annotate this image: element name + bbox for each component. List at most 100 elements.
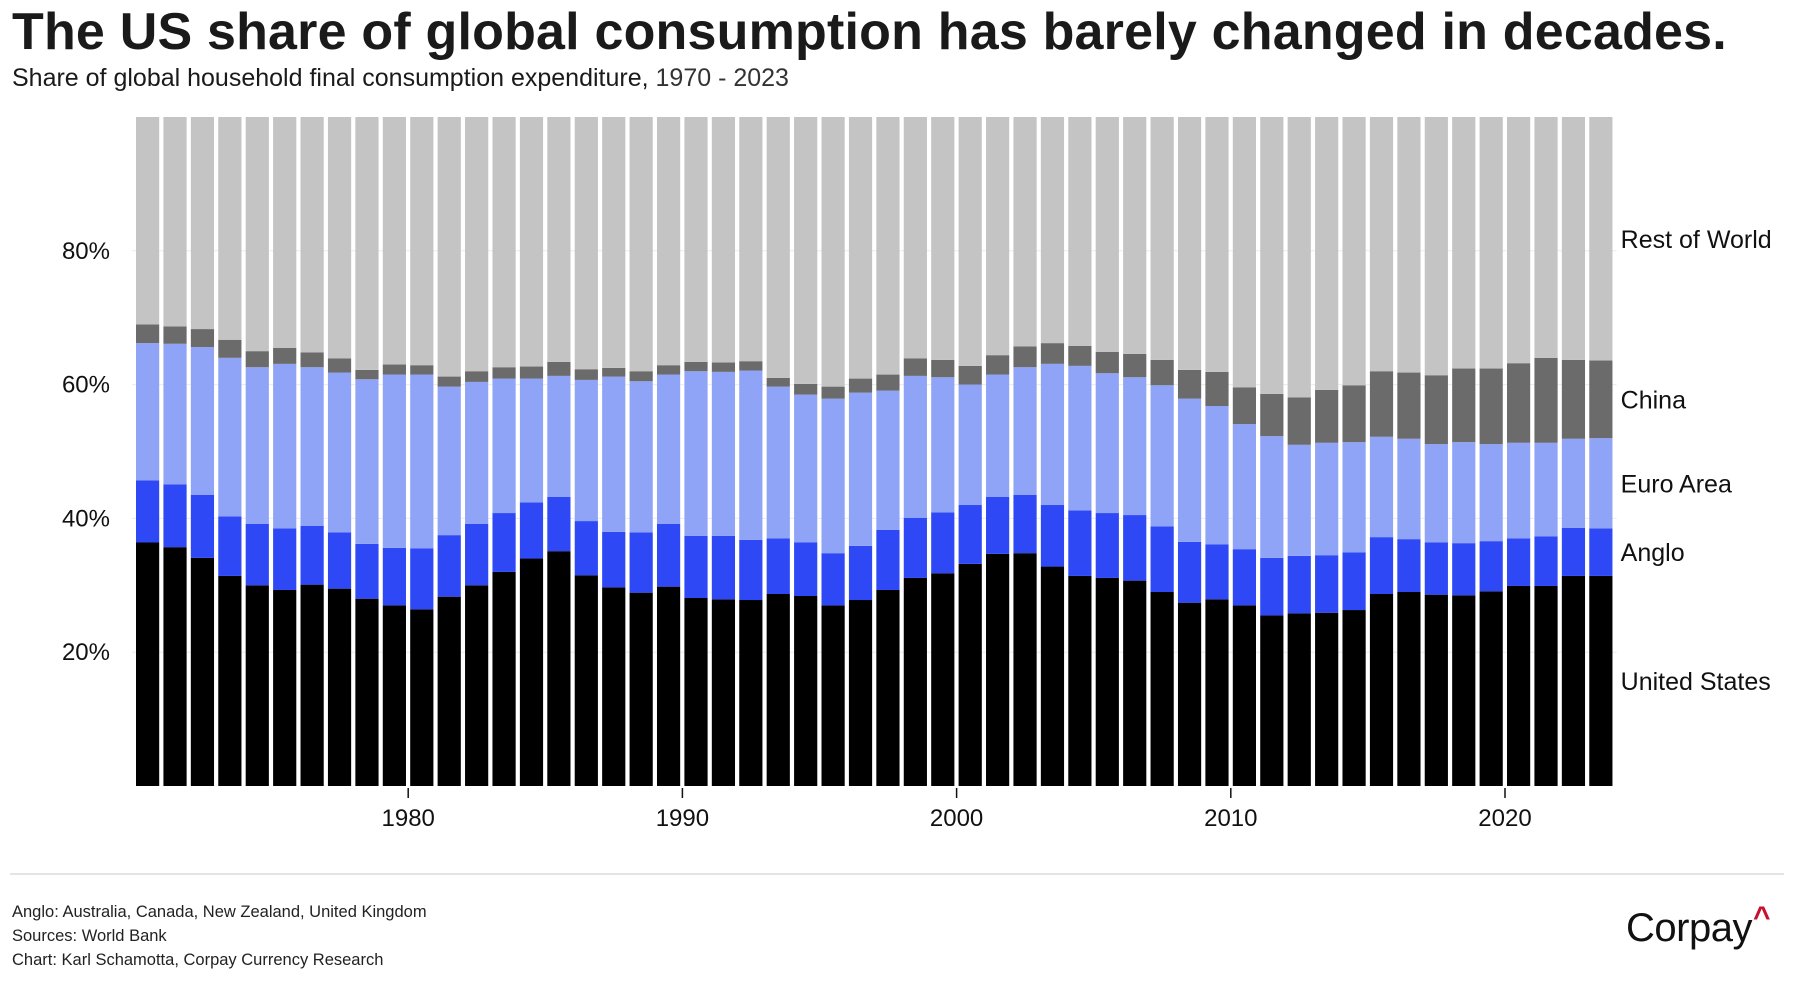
bar-1984 (519, 117, 544, 786)
bar-segment-rest-of-world (1095, 117, 1119, 352)
bar-segment-rest-of-world (163, 117, 187, 327)
bar-1978 (355, 117, 379, 786)
bar-segment-anglo (382, 547, 406, 606)
bar-segment-anglo (1205, 544, 1229, 600)
bar-segment-united-states (273, 589, 297, 786)
y-tick-label: 80% (62, 238, 110, 265)
bar-segment-rest-of-world (245, 117, 269, 352)
bar-segment-china (1260, 393, 1284, 437)
bar-segment-china (986, 355, 1010, 375)
bar-segment-anglo (245, 523, 269, 586)
bar-segment-rest-of-world (492, 117, 516, 368)
bar-2001 (986, 117, 1010, 786)
bar-segment-anglo (465, 523, 489, 586)
bar-2000 (958, 117, 982, 786)
bar-2007 (1150, 117, 1174, 786)
logo-text: Corpay (1626, 906, 1752, 950)
bar-segment-united-states (629, 592, 653, 786)
chart-title: The US share of global consumption has b… (12, 3, 1727, 61)
bar-segment-rest-of-world (711, 117, 736, 363)
bar-segment-anglo (931, 512, 955, 574)
bar-segment-rest-of-world (821, 117, 845, 387)
bar-segment-united-states (1315, 612, 1339, 786)
bar-segment-united-states (1534, 585, 1558, 786)
bar-segment-china (163, 326, 187, 344)
bar-segment-anglo (410, 548, 434, 610)
bar-segment-china (136, 324, 160, 344)
bar-segment-rest-of-world (465, 117, 489, 372)
bar-segment-china (1479, 368, 1503, 445)
bar-segment-united-states (355, 598, 379, 786)
bar-segment-anglo (437, 535, 461, 597)
bar-segment-euro-area (821, 398, 845, 554)
bar-segment-anglo (711, 535, 736, 600)
bar-segment-anglo (1315, 555, 1339, 613)
series-labels: United States Anglo Euro Area China Rest of … (1621, 226, 1772, 696)
bar-segment-united-states (656, 586, 681, 786)
bar-2003 (1040, 117, 1065, 786)
bar-2009 (1205, 117, 1229, 786)
bar-segment-united-states (1507, 585, 1531, 786)
y-tick-label: 40% (62, 505, 110, 532)
bar-segment-anglo (1013, 494, 1037, 554)
bar-segment-united-states (245, 585, 269, 786)
bar-segment-euro-area (794, 394, 818, 543)
bar-segment-euro-area (1589, 438, 1613, 529)
bar-segment-rest-of-world (410, 117, 434, 366)
bar-segment-euro-area (327, 372, 352, 533)
bar-segment-euro-area (190, 347, 215, 495)
bar-segment-china (1561, 359, 1586, 439)
bar-segment-anglo (1369, 537, 1394, 594)
bar-1971 (163, 117, 187, 786)
bar-segment-china (1123, 353, 1147, 378)
bar-segment-euro-area (1479, 444, 1503, 542)
bar-segment-anglo (1123, 515, 1147, 581)
bar-segment-anglo (190, 494, 215, 558)
bar-segment-united-states (1589, 575, 1613, 786)
bar-2023 (1589, 117, 1613, 786)
footnote-sources: Sources: World Bank (12, 927, 167, 945)
bar-segment-euro-area (437, 386, 461, 536)
x-axis: 1980 1990 2000 2010 2020 (382, 788, 1532, 832)
bar-segment-united-states (794, 596, 818, 786)
bar-segment-rest-of-world (547, 117, 571, 362)
bar-segment-euro-area (273, 363, 297, 529)
bars (136, 117, 1613, 786)
bar-segment-anglo (876, 529, 900, 590)
bar-segment-rest-of-world (273, 117, 297, 348)
bar-segment-euro-area (848, 392, 873, 546)
bar-1981 (437, 117, 461, 786)
bar-segment-euro-area (492, 378, 516, 514)
bar-segment-euro-area (629, 381, 653, 533)
bar-segment-rest-of-world (684, 117, 708, 362)
bar-segment-anglo (1534, 536, 1558, 586)
bar-2008 (1177, 117, 1202, 786)
bar-segment-china (1150, 359, 1174, 386)
bar-segment-rest-of-world (1150, 117, 1174, 360)
bar-segment-euro-area (1342, 442, 1366, 553)
bar-2002 (1013, 117, 1037, 786)
bar-segment-euro-area (547, 375, 571, 497)
bar-segment-china (1040, 343, 1065, 364)
bar-segment-united-states (327, 588, 352, 786)
y-tick-label: 20% (62, 639, 110, 666)
bar-2014 (1342, 117, 1366, 786)
series-label-euro-area: Euro Area (1621, 470, 1732, 498)
bar-segment-rest-of-world (218, 117, 242, 340)
bar-segment-rest-of-world (1369, 117, 1394, 372)
bar-segment-rest-of-world (1561, 117, 1586, 360)
bar-1993 (766, 117, 790, 786)
bar-segment-china (1013, 346, 1037, 368)
bar-segment-euro-area (958, 384, 982, 506)
subtitle-range: 1970 - 2023 (655, 64, 789, 92)
bar-segment-china (1424, 375, 1448, 445)
bar-segment-united-states (547, 551, 571, 786)
bar-segment-united-states (684, 598, 708, 786)
bar-segment-china (245, 351, 269, 368)
bar-segment-rest-of-world (355, 117, 379, 370)
bar-2017 (1424, 117, 1448, 786)
bar-segment-euro-area (739, 370, 763, 540)
bar-segment-rest-of-world (1068, 117, 1092, 346)
bar-segment-rest-of-world (1287, 117, 1311, 398)
bar-segment-euro-area (711, 371, 736, 536)
